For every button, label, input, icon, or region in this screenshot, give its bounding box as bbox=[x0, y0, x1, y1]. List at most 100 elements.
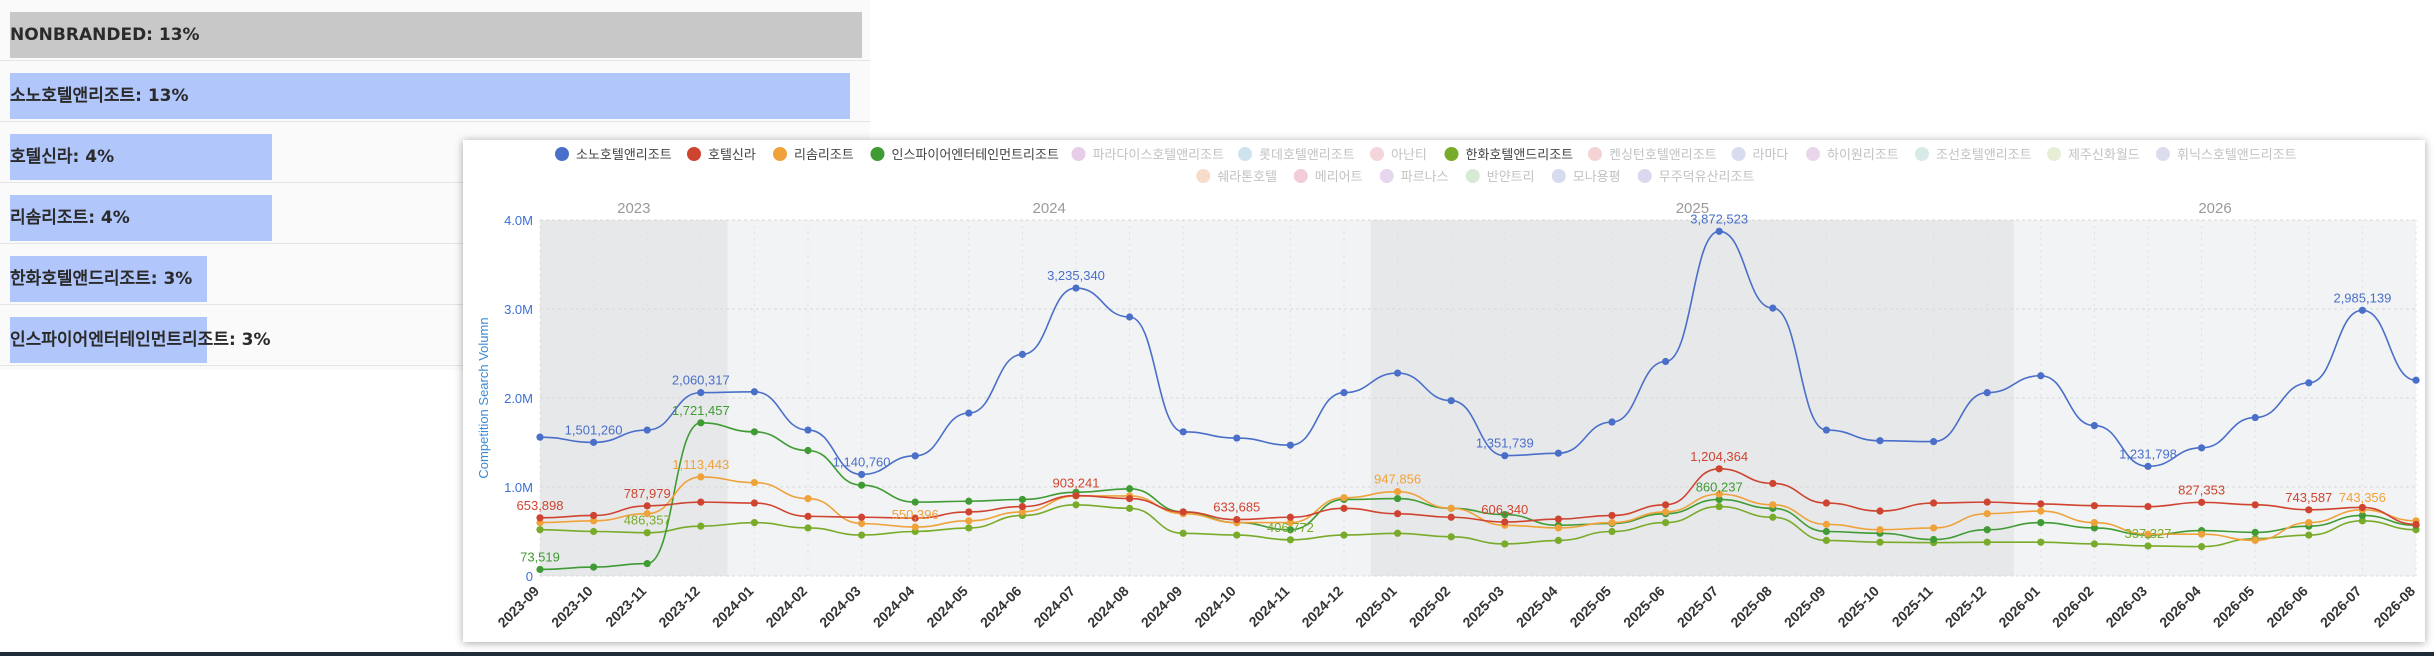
data-point[interactable] bbox=[1930, 524, 1938, 532]
data-point[interactable] bbox=[2090, 502, 2098, 510]
data-point[interactable] bbox=[2198, 444, 2206, 452]
data-point[interactable] bbox=[1608, 519, 1616, 527]
data-point[interactable] bbox=[2037, 372, 2045, 380]
legend-marker[interactable] bbox=[1379, 169, 1394, 183]
data-point[interactable] bbox=[1715, 465, 1723, 473]
data-point[interactable] bbox=[804, 494, 812, 503]
data-point[interactable] bbox=[1662, 519, 1670, 527]
data-point[interactable] bbox=[1501, 540, 1509, 548]
data-point[interactable] bbox=[804, 524, 812, 532]
data-point[interactable] bbox=[1394, 494, 1402, 503]
data-point[interactable] bbox=[643, 426, 651, 434]
data-point[interactable] bbox=[697, 473, 705, 481]
data-point[interactable] bbox=[750, 478, 758, 487]
share-bar[interactable] bbox=[10, 256, 207, 302]
data-point[interactable] bbox=[1715, 495, 1723, 504]
legend-marker[interactable] bbox=[1465, 169, 1480, 183]
legend-marker[interactable] bbox=[1551, 169, 1566, 183]
data-point[interactable] bbox=[1179, 428, 1187, 436]
data-point[interactable] bbox=[1608, 527, 1616, 536]
data-point[interactable] bbox=[911, 514, 919, 522]
data-point[interactable] bbox=[2251, 501, 2259, 509]
legend-marker[interactable] bbox=[1915, 147, 1929, 161]
data-point[interactable] bbox=[1340, 504, 1348, 512]
data-point[interactable] bbox=[1286, 526, 1294, 534]
data-point[interactable] bbox=[858, 513, 866, 521]
legend-marker[interactable] bbox=[870, 147, 885, 161]
data-point[interactable] bbox=[2305, 379, 2313, 387]
data-point[interactable] bbox=[1018, 495, 1026, 504]
legend-marker[interactable] bbox=[555, 147, 569, 161]
data-point[interactable] bbox=[1072, 492, 1080, 500]
data-point[interactable] bbox=[2412, 520, 2420, 528]
legend-marker[interactable] bbox=[1370, 147, 1384, 161]
data-point[interactable] bbox=[2090, 524, 2098, 532]
data-point[interactable] bbox=[2305, 519, 2313, 527]
legend-marker[interactable] bbox=[1731, 147, 1746, 161]
data-point[interactable] bbox=[1126, 485, 1134, 493]
data-point[interactable] bbox=[2358, 511, 2366, 520]
data-point[interactable] bbox=[911, 523, 919, 531]
data-point[interactable] bbox=[590, 438, 598, 446]
data-point[interactable] bbox=[643, 529, 651, 537]
legend-marker[interactable] bbox=[1444, 147, 1459, 161]
data-point[interactable] bbox=[2144, 502, 2152, 511]
data-point[interactable] bbox=[2358, 503, 2366, 512]
data-point[interactable] bbox=[1554, 515, 1562, 523]
legend-marker[interactable] bbox=[1293, 169, 1308, 183]
data-point[interactable] bbox=[965, 517, 973, 525]
share-bar[interactable] bbox=[10, 134, 273, 180]
data-point[interactable] bbox=[536, 565, 544, 574]
data-point[interactable] bbox=[2090, 540, 2098, 548]
data-point[interactable] bbox=[590, 511, 598, 520]
data-point[interactable] bbox=[2198, 498, 2206, 506]
data-point[interactable] bbox=[1501, 452, 1509, 460]
data-point[interactable] bbox=[697, 389, 705, 397]
data-point[interactable] bbox=[1876, 437, 1884, 445]
legend-marker[interactable] bbox=[2047, 147, 2061, 161]
data-point[interactable] bbox=[1662, 508, 1670, 516]
data-point[interactable] bbox=[590, 563, 598, 571]
legend-marker[interactable] bbox=[1588, 147, 1602, 161]
data-point[interactable] bbox=[2144, 542, 2152, 550]
legend-marker[interactable] bbox=[1196, 169, 1211, 183]
data-point[interactable] bbox=[2090, 519, 2098, 527]
data-point[interactable] bbox=[1286, 513, 1294, 521]
share-bar[interactable] bbox=[10, 73, 850, 119]
data-point[interactable] bbox=[1394, 529, 1402, 537]
data-point[interactable] bbox=[2412, 376, 2420, 384]
data-point[interactable] bbox=[1876, 526, 1884, 534]
data-point[interactable] bbox=[1822, 426, 1830, 434]
data-point[interactable] bbox=[1340, 531, 1348, 539]
data-point[interactable] bbox=[1876, 507, 1884, 515]
data-point[interactable] bbox=[1662, 501, 1670, 509]
legend-marker[interactable] bbox=[687, 147, 701, 161]
data-point[interactable] bbox=[1233, 516, 1241, 524]
data-point[interactable] bbox=[1608, 511, 1616, 520]
data-point[interactable] bbox=[1126, 494, 1134, 503]
data-point[interactable] bbox=[2251, 536, 2259, 544]
data-point[interactable] bbox=[1501, 510, 1509, 519]
data-point[interactable] bbox=[965, 497, 973, 505]
legend-marker[interactable] bbox=[1071, 147, 1086, 161]
data-point[interactable] bbox=[1447, 513, 1455, 521]
data-point[interactable] bbox=[858, 481, 866, 489]
data-point[interactable] bbox=[804, 446, 812, 455]
data-point[interactable] bbox=[1126, 504, 1134, 512]
data-point[interactable] bbox=[1930, 499, 1938, 507]
data-point[interactable] bbox=[697, 522, 705, 530]
data-point[interactable] bbox=[1715, 490, 1723, 498]
data-point[interactable] bbox=[1394, 369, 1402, 377]
data-point[interactable] bbox=[1769, 304, 1777, 312]
data-point[interactable] bbox=[1126, 313, 1134, 321]
data-point[interactable] bbox=[1286, 536, 1294, 544]
legend-marker[interactable] bbox=[1238, 147, 1252, 161]
data-point[interactable] bbox=[2251, 528, 2259, 536]
data-point[interactable] bbox=[1340, 494, 1348, 502]
share-bar[interactable] bbox=[10, 195, 273, 241]
data-point[interactable] bbox=[2144, 462, 2152, 470]
data-point[interactable] bbox=[1769, 513, 1777, 521]
data-point[interactable] bbox=[2037, 507, 2045, 515]
data-point[interactable] bbox=[750, 388, 758, 396]
data-point[interactable] bbox=[590, 527, 598, 536]
